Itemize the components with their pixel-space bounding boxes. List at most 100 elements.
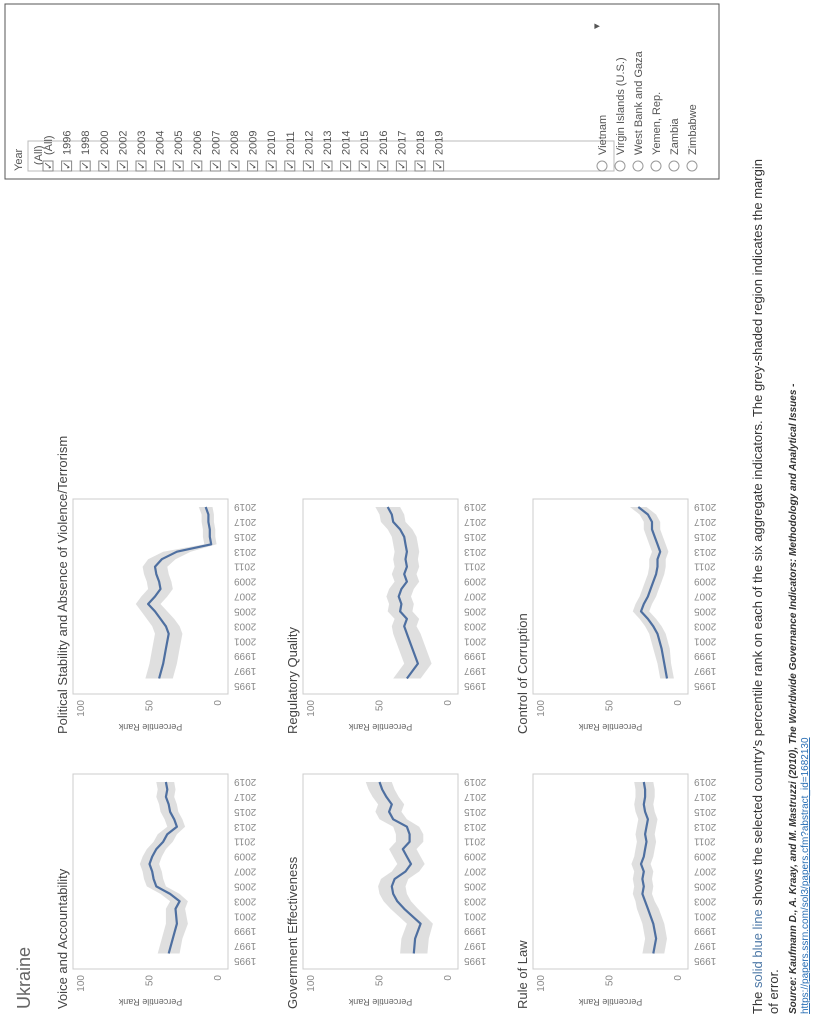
country-option-vietnam[interactable]: Vietnam	[596, 115, 609, 172]
country-option-zambia[interactable]: Zambia	[668, 117, 681, 172]
check-icon: ✓	[117, 161, 129, 170]
checkbox[interactable]	[191, 160, 203, 172]
x-tick-label: 2003	[234, 620, 257, 631]
checkbox[interactable]	[42, 160, 54, 172]
y-axis-label: Percentile Rank	[578, 997, 642, 1007]
radio-button[interactable]	[650, 160, 662, 172]
chart-government-effectiveness: Government Effectiveness 0 50 100 Percentile…	[285, 773, 487, 1009]
x-tick-label: 2005	[464, 605, 487, 616]
filter-item-2009[interactable]: ✓ 2009	[247, 131, 260, 172]
checkbox[interactable]	[154, 160, 166, 172]
filter-item-2006[interactable]: ✓ 2006	[191, 131, 204, 172]
filter-item-all[interactable]: ✓ (All)	[42, 135, 55, 172]
checkbox[interactable]	[98, 160, 110, 172]
radio-button[interactable]	[632, 160, 644, 172]
chart-title: Government Effectiveness	[285, 856, 300, 1009]
filter-item-2002[interactable]: ✓ 2002	[116, 131, 129, 172]
filter-item-label: 2013	[322, 131, 334, 155]
checkbox[interactable]	[172, 160, 184, 172]
checkbox[interactable]	[358, 160, 370, 172]
filter-item-2019[interactable]: ✓ 2019	[433, 131, 446, 172]
source-citation: Source: Kaufmann D., A. Kraay, and M. Ma…	[788, 383, 799, 1014]
checkbox[interactable]	[247, 160, 259, 172]
filter-item-2015[interactable]: ✓ 2015	[358, 131, 371, 172]
country-option-virgin-islands-u-s[interactable]: Virgin Islands (U.S.)	[614, 57, 627, 172]
filter-item-2011[interactable]: ✓ 2011	[284, 131, 297, 172]
checkbox[interactable]	[228, 160, 240, 172]
check-icon: ✓	[210, 161, 222, 170]
checkbox[interactable]	[302, 160, 314, 172]
country-option-label: Yemen, Rep.	[651, 92, 663, 155]
y-tick-label: 100	[76, 700, 87, 717]
country-option-yemen-rep[interactable]: Yemen, Rep.	[650, 92, 663, 172]
filter-item-2012[interactable]: ✓ 2012	[302, 131, 315, 172]
series-line	[148, 781, 181, 954]
radio-button[interactable]	[686, 160, 698, 172]
checkbox[interactable]	[79, 160, 91, 172]
checkbox[interactable]	[116, 160, 128, 172]
check-icon: ✓	[99, 161, 111, 170]
chart-regulatory-quality: Regulatory Quality 0 50 100 Percentile Rank 1…	[285, 498, 487, 734]
radio-button[interactable]	[596, 160, 608, 172]
filter-dropdown[interactable]	[27, 140, 615, 172]
y-axis-label: Percentile Rank	[118, 722, 182, 732]
x-tick-label: 2019	[464, 501, 487, 512]
checkbox[interactable]	[433, 160, 445, 172]
x-tick-label: 2007	[694, 866, 717, 877]
checkbox[interactable]	[265, 160, 277, 172]
x-tick-label: 2003	[234, 895, 257, 906]
filter-item-2016[interactable]: ✓ 2016	[377, 131, 390, 172]
x-tick-label: 2005	[234, 880, 257, 891]
error-band	[375, 507, 432, 679]
x-tick-label: 1999	[464, 925, 487, 936]
checkbox[interactable]	[135, 160, 147, 172]
country-option-zimbabwe[interactable]: Zimbabwe	[686, 104, 699, 172]
country-option-west-bank-and-gaza[interactable]: West Bank and Gaza	[632, 50, 645, 172]
note-rest: shows the selected country's percentile …	[750, 159, 765, 909]
x-tick-label: 2013	[464, 821, 487, 832]
chart-title: Rule of Law	[515, 940, 530, 1009]
filter-item-2014[interactable]: ✓ 2014	[340, 131, 353, 172]
check-icon: ✓	[359, 161, 371, 170]
filter-item-2007[interactable]: ✓ 2007	[209, 131, 222, 172]
checkbox[interactable]	[395, 160, 407, 172]
radio-button[interactable]	[614, 160, 626, 172]
check-icon: ✓	[415, 161, 427, 170]
filter-item-2000[interactable]: ✓ 2000	[98, 131, 111, 172]
x-tick-label: 2007	[464, 866, 487, 877]
x-tick-label: 2009	[464, 851, 487, 862]
source-link[interactable]: https://papers.ssrn.com/sol3/papers.cfm?…	[800, 737, 811, 1014]
checkbox[interactable]	[284, 160, 296, 172]
filter-item-2008[interactable]: ✓ 2008	[228, 131, 241, 172]
filter-item-2017[interactable]: ✓ 2017	[395, 131, 408, 172]
x-tick-label: 2011	[694, 836, 716, 847]
filter-item-1998[interactable]: ✓ 1998	[79, 131, 92, 172]
checkbox[interactable]	[414, 160, 426, 172]
checkbox[interactable]	[209, 160, 221, 172]
filter-item-1996[interactable]: ✓ 1996	[61, 131, 74, 172]
series-line	[147, 506, 213, 679]
country-option-label: Zimbabwe	[687, 104, 699, 155]
error-band	[365, 782, 433, 954]
x-tick-label: 1995	[694, 955, 717, 966]
chart-title: Voice and Accountability	[55, 868, 70, 1009]
y-tick-label: 0	[443, 700, 454, 706]
plot-frame	[532, 498, 689, 695]
filter-item-label: 2015	[359, 131, 371, 155]
chevron-down-icon[interactable]: ▾	[591, 23, 603, 29]
y-tick-label: 50	[605, 975, 616, 987]
checkbox[interactable]	[340, 160, 352, 172]
checkbox[interactable]	[321, 160, 333, 172]
filter-item-2005[interactable]: ✓ 2005	[172, 131, 185, 172]
x-tick-label: 2009	[234, 851, 257, 862]
filter-item-2013[interactable]: ✓ 2013	[321, 131, 334, 172]
checkbox[interactable]	[377, 160, 389, 172]
filter-item-label: 1996	[62, 131, 74, 155]
filter-item-2004[interactable]: ✓ 2004	[154, 131, 167, 172]
filter-item-label: 2007	[210, 131, 222, 155]
checkbox[interactable]	[61, 160, 73, 172]
filter-item-2010[interactable]: ✓ 2010	[265, 131, 278, 172]
filter-item-2018[interactable]: ✓ 2018	[414, 131, 427, 172]
filter-item-2003[interactable]: ✓ 2003	[135, 131, 148, 172]
radio-button[interactable]	[668, 160, 680, 172]
